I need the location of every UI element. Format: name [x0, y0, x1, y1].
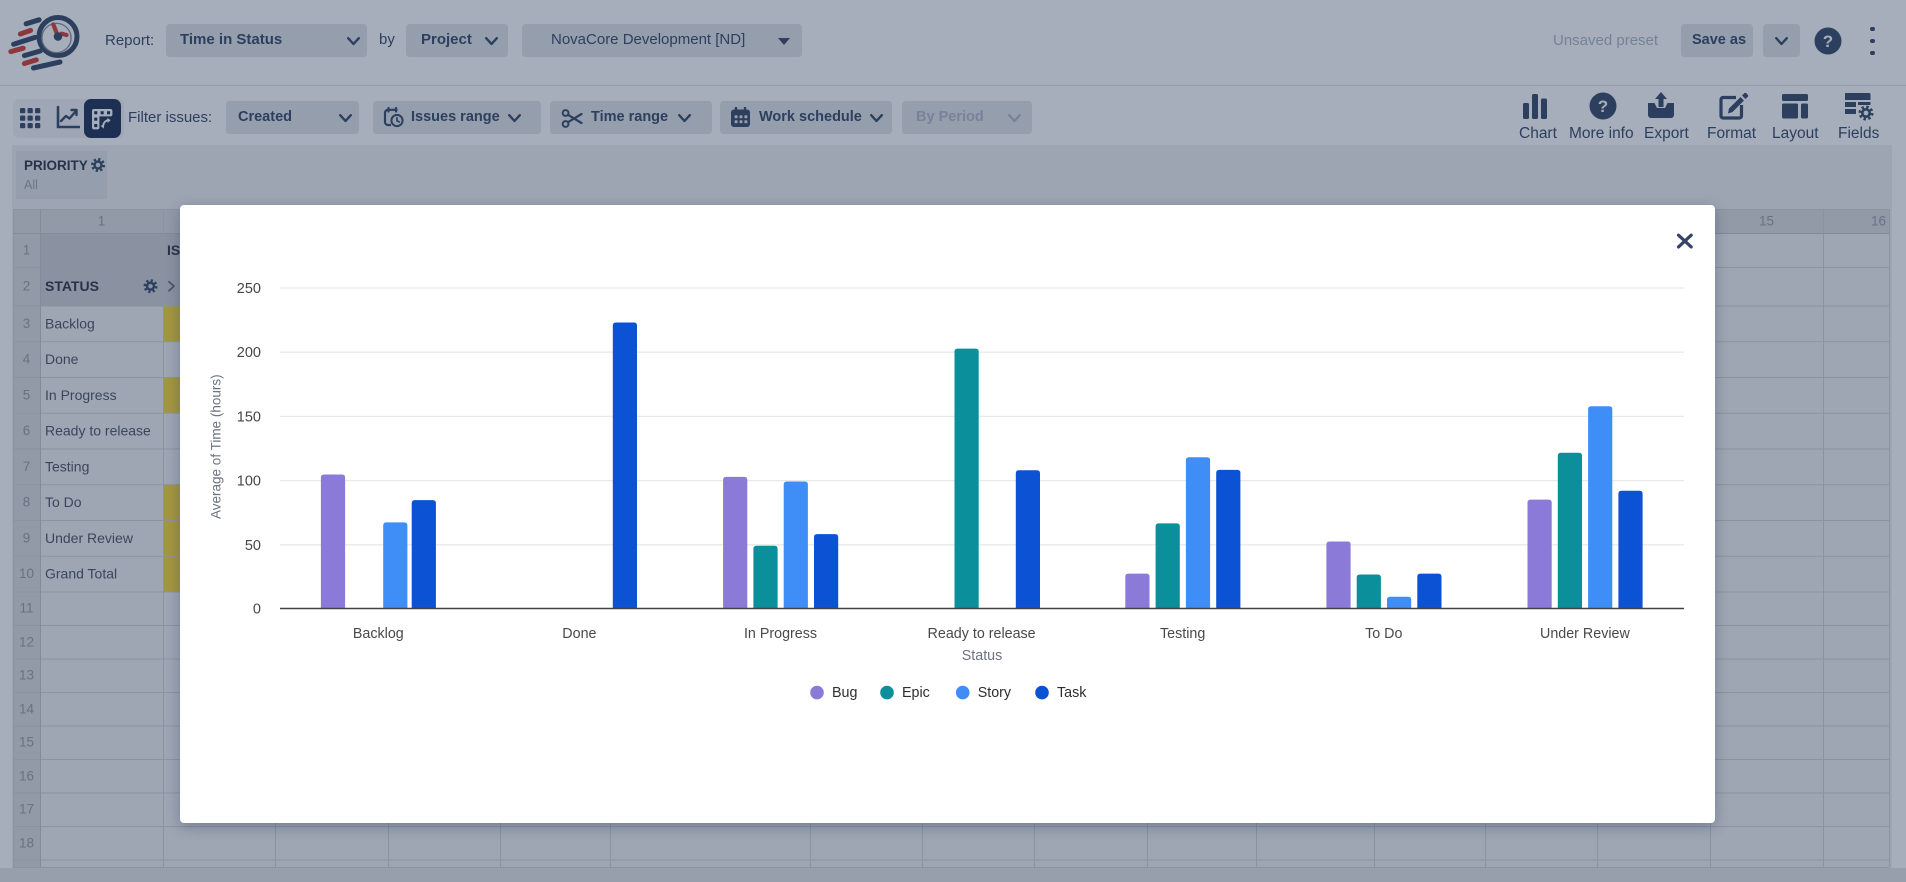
svg-text:250: 250 [237, 281, 261, 297]
svg-text:17: 17 [19, 802, 34, 817]
svg-text:To Do: To Do [45, 494, 82, 510]
svg-text:18: 18 [19, 835, 34, 850]
svg-text:Ready to release: Ready to release [928, 626, 1036, 642]
svg-text:5: 5 [23, 387, 31, 402]
svg-text:15: 15 [1759, 214, 1774, 229]
svg-text:Backlog: Backlog [45, 315, 95, 331]
svg-text:16: 16 [19, 768, 34, 783]
svg-text:2: 2 [23, 279, 31, 294]
svg-text:Under Review: Under Review [1540, 626, 1630, 642]
svg-text:To Do: To Do [1365, 626, 1402, 642]
svg-text:11: 11 [19, 601, 33, 616]
svg-text:Grand Total: Grand Total [45, 566, 117, 582]
svg-text:12: 12 [19, 634, 34, 649]
svg-text:Done: Done [562, 626, 596, 642]
svg-text:16: 16 [1871, 214, 1886, 229]
svg-text:Testing: Testing [45, 458, 89, 474]
svg-text:?: ? [1598, 97, 1608, 116]
svg-text:1: 1 [98, 214, 106, 229]
svg-text:STATUS: STATUS [45, 278, 99, 294]
svg-text:9: 9 [23, 530, 31, 545]
svg-text:1: 1 [23, 243, 31, 258]
svg-text:Average of Time (hours): Average of Time (hours) [208, 374, 223, 519]
svg-text:Epic: Epic [902, 685, 930, 701]
svg-text:In Progress: In Progress [45, 387, 117, 403]
svg-text:Done: Done [45, 351, 79, 367]
svg-text:Story: Story [978, 685, 1012, 701]
svg-text:150: 150 [237, 409, 261, 425]
svg-text:Under Review: Under Review [45, 530, 134, 546]
svg-text:PRIORITY: PRIORITY [24, 158, 88, 173]
svg-text:6: 6 [23, 423, 31, 438]
svg-text:Task: Task [1057, 685, 1087, 701]
svg-text:200: 200 [237, 345, 261, 361]
svg-text:15: 15 [19, 735, 34, 750]
svg-text:Status: Status [962, 648, 1003, 664]
svg-text:8: 8 [23, 495, 31, 510]
svg-text:All: All [24, 178, 38, 192]
svg-text:Ready to release: Ready to release [45, 423, 151, 439]
svg-text:Bug: Bug [832, 685, 857, 701]
svg-text:4: 4 [23, 352, 31, 367]
svg-text:10: 10 [19, 566, 34, 581]
svg-text:3: 3 [23, 316, 31, 331]
svg-text:Testing: Testing [1160, 626, 1205, 642]
svg-text:13: 13 [19, 668, 34, 683]
svg-text:7: 7 [23, 459, 31, 474]
svg-text:?: ? [1823, 32, 1833, 51]
svg-text:In Progress: In Progress [744, 626, 817, 642]
svg-text:Backlog: Backlog [353, 626, 404, 642]
svg-text:14: 14 [19, 701, 35, 716]
svg-text:0: 0 [253, 602, 261, 618]
svg-text:100: 100 [237, 474, 261, 490]
svg-text:50: 50 [245, 538, 261, 554]
